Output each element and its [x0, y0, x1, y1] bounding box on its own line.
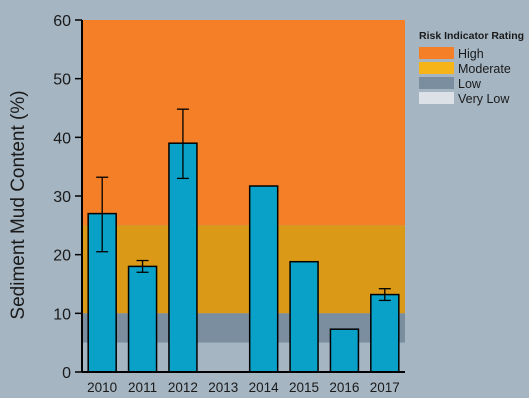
y-tick-label-60: 60 [53, 13, 71, 30]
y-ticks: 0 10 20 30 40 50 60 [53, 13, 82, 382]
bar-2015 [289, 260, 319, 373]
y-tick-label-30: 30 [53, 189, 71, 206]
x-tick-label-2015: 2015 [289, 380, 319, 395]
error-bars [96, 108, 391, 302]
y-tick-label-40: 40 [53, 130, 71, 147]
x-ticks: 2010 2011 2012 2013 2014 2015 2016 2017 [87, 380, 400, 395]
x-tick-label-2013: 2013 [208, 380, 238, 395]
legend-swatch-high [419, 47, 454, 59]
bar-2014 [248, 185, 279, 373]
legend-title: Risk Indicator Rating [419, 30, 524, 42]
x-tick-label-2014: 2014 [249, 380, 280, 395]
y-tick-label-20: 20 [53, 248, 71, 265]
risk-band-high [82, 20, 405, 226]
y-tick-label-10: 10 [53, 306, 71, 323]
legend-swatch-moderate [419, 62, 454, 74]
legend-label-very-low: Very Low [458, 92, 510, 106]
x-tick-label-2016: 2016 [329, 380, 359, 395]
legend-swatch-low [419, 77, 454, 89]
y-tick-label-50: 50 [53, 72, 71, 89]
x-tick-label-2017: 2017 [370, 380, 400, 395]
bars [87, 142, 400, 373]
bar-2011 [127, 265, 158, 373]
bar-2016 [329, 328, 360, 373]
bar-2017 [370, 293, 400, 373]
x-tick-label-2012: 2012 [168, 380, 198, 395]
legend-label-low: Low [458, 77, 482, 91]
x-tick-label-2011: 2011 [128, 380, 157, 395]
legend: Risk Indicator Rating HighModerateLowVer… [419, 30, 524, 106]
legend-label-high: High [458, 47, 484, 61]
y-tick-label-0: 0 [62, 365, 71, 382]
legend-label-moderate: Moderate [458, 62, 511, 76]
legend-swatch-very-low [419, 92, 454, 104]
y-axis-label: Sediment Mud Content (%) [8, 90, 29, 319]
x-tick-label-2010: 2010 [87, 380, 117, 395]
